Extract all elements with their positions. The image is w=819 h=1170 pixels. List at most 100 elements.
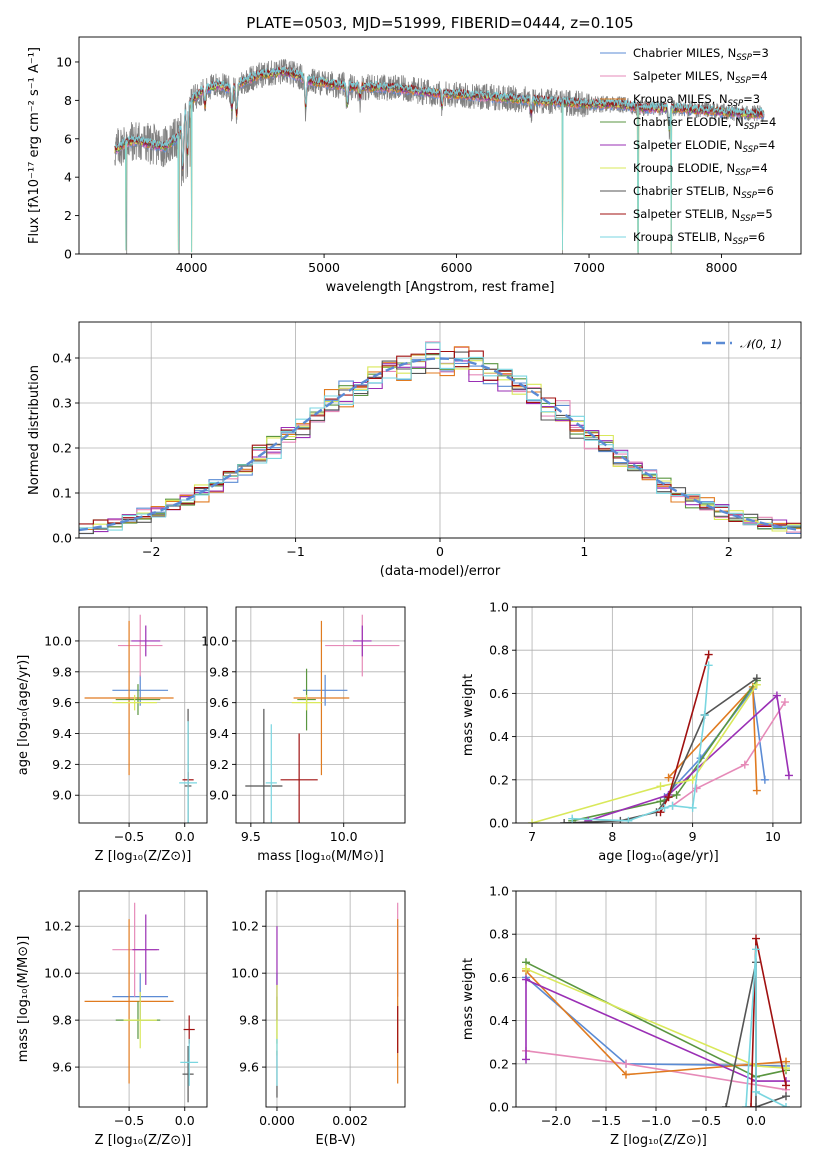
point-kroupa-stelib <box>752 945 760 954</box>
y-tick-label: 9.8 <box>239 1013 259 1028</box>
y-tick-label: 9.0 <box>52 788 72 803</box>
point-kroupa-miles <box>752 786 761 795</box>
y-tick-label: 0.6 <box>489 970 509 985</box>
point-salpeter-miles <box>622 1059 630 1068</box>
plot-area <box>79 341 801 535</box>
point-chabrier-stelib <box>560 819 569 823</box>
x-tick-label: 0.000 <box>259 1113 295 1128</box>
point-kroupa-elodie <box>522 964 530 973</box>
x-tick-label: −0.5 <box>691 1113 721 1128</box>
spectrum-legend: Chabrier MILES, NSSP=3 Salpeter MILES, NS… <box>600 46 776 247</box>
errorbar-salpeter-elodie <box>132 914 160 985</box>
y-axis-label: mass [log₁₀(M/M⊙)] <box>16 936 31 1063</box>
point-kroupa-elodie <box>688 775 697 784</box>
point-kroupa-stelib <box>660 803 669 812</box>
x-axis-label: wavelength [Angstrom, rest frame] <box>326 280 555 295</box>
point-salpeter-stelib <box>747 1103 755 1107</box>
y-tick-label: 10.0 <box>231 966 259 981</box>
legend-entry-salpeter-elodie: Salpeter ELODIE, NSSP=4 <box>633 138 775 155</box>
y-tick-label: 0.0 <box>489 816 509 831</box>
point-salpeter-stelib <box>664 793 673 802</box>
legend-entry-kroupa-elodie: Kroupa ELODIE, NSSP=4 <box>633 161 768 178</box>
x-tick-label: 10.0 <box>330 829 358 844</box>
x-tick-label: 7 <box>528 829 536 844</box>
chart-residuals: −2 −1 0 1 2 0.0 0.1 0.2 0.3 0.4 (data-model)/error… <box>27 321 802 579</box>
errorbar-chabrier-stelib <box>245 708 283 823</box>
point-salpeter-miles <box>740 760 749 769</box>
y-tick-label: 10.2 <box>44 919 72 934</box>
y-tick-label: 9.4 <box>52 726 72 741</box>
series-kroupa-stelib <box>745 949 787 1107</box>
y-axis-label: Normed distribution <box>27 365 42 495</box>
axes-frame <box>265 890 406 1108</box>
y-tick-label: 9.0 <box>209 788 229 803</box>
y-tick-label: 0.0 <box>52 531 72 546</box>
y-tick-label: 0.4 <box>52 351 72 366</box>
histogram-kroupa-stelib <box>79 342 801 531</box>
y-tick-label: 0.2 <box>52 441 72 456</box>
y-tick-label: 10.2 <box>231 919 259 934</box>
point-salpeter-elodie <box>522 1055 530 1064</box>
y-tick-label: 9.4 <box>209 726 229 741</box>
plot-area <box>522 934 790 1107</box>
y-axis-label: mass weight <box>461 674 476 756</box>
point-kroupa-stelib <box>688 803 697 812</box>
x-tick-label: −0.5 <box>114 1113 144 1128</box>
chart-mass-weight-vs-Z: −2.0 −1.5 −1.0 −0.5 0.0 0.0 0.2 0.4 0.6 0.8 1.0 Z [… <box>461 884 802 1148</box>
y-tick-label: 0.3 <box>52 396 72 411</box>
y-tick-label: 0.4 <box>489 1013 509 1028</box>
point-kroupa-stelib <box>742 1103 750 1107</box>
y-tick-label: 10.0 <box>44 966 72 981</box>
errorbar-kroupa-elodie <box>123 991 157 1049</box>
errorbar-kroupa-stelib <box>179 721 197 823</box>
series-salpeter-miles <box>672 701 786 807</box>
x-tick-label: 7000 <box>573 260 605 275</box>
errorbar-salpeter-miles <box>117 614 163 677</box>
point-chabrier-miles <box>760 775 769 784</box>
x-tick-label: 8 <box>608 829 616 844</box>
y-tick-label: 9.8 <box>52 1013 72 1028</box>
plot-area <box>528 650 793 823</box>
y-tick-label: 10 <box>56 54 72 69</box>
point-chabrier-elodie <box>672 790 681 799</box>
y-tick-label: 0.6 <box>489 686 509 701</box>
chart-age-vs-Z: −0.5 0.0 9.0 9.2 9.4 9.6 9.8 10.0 Z [log₁₀(Z/Z⊙)… <box>16 606 208 864</box>
legend-entry-chabrier-miles: Chabrier MILES, NSSP=3 <box>633 46 769 63</box>
y-axis-label: mass weight <box>461 958 476 1040</box>
x-axis-label: Z [log₁₀(Z/Z⊙)] <box>95 1133 192 1148</box>
chart-spectrum: 4000 5000 6000 7000 8000 0 2 4 6 8 10 wavelength [A… <box>27 36 802 295</box>
x-axis-label: (data-model)/error <box>380 564 501 579</box>
x-axis-label: Z [log₁₀(Z/Z⊙)] <box>95 849 192 864</box>
errorbar-chabrier-stelib <box>182 1045 194 1103</box>
x-tick-label: −1 <box>286 544 304 559</box>
y-tick-label: 0 <box>64 247 72 262</box>
y-tick-label: 6 <box>64 131 72 146</box>
legend-entry-normal: 𝒩(0, 1) <box>740 337 782 351</box>
plot-area <box>84 902 199 1103</box>
x-tick-label: −0.5 <box>114 829 144 844</box>
plot-area <box>114 58 765 254</box>
point-salpeter-miles <box>780 698 789 707</box>
point-kroupa-elodie <box>656 782 665 791</box>
y-axis-label: Flux [fλ10⁻¹⁷ erg cm⁻² s⁻¹ A⁻¹] <box>27 47 42 244</box>
chart-mass-vs-Z: −0.5 0.0 9.6 9.8 10.0 10.2 Z [log₁₀(Z/Z⊙)] mass… <box>16 890 208 1148</box>
point-salpeter-elodie <box>522 975 530 984</box>
point-kroupa-stelib <box>624 816 633 823</box>
series-chabrier-stelib <box>564 677 758 823</box>
point-kroupa-elodie <box>528 819 537 823</box>
point-kroupa-elodie <box>782 1064 790 1073</box>
point-chabrier-elodie <box>656 797 665 806</box>
errorbar-kroupa-miles <box>84 919 174 1084</box>
point-kroupa-stelib <box>704 661 713 670</box>
point-kroupa-stelib <box>752 1087 760 1096</box>
y-tick-label: 0.4 <box>489 729 509 744</box>
point-chabrier-stelib <box>752 674 761 683</box>
x-tick-label: 9.5 <box>241 829 261 844</box>
y-tick-label: 9.6 <box>209 695 229 710</box>
x-tick-label: −1.5 <box>591 1113 621 1128</box>
plot-area <box>276 902 399 1098</box>
x-tick-label: 4000 <box>176 260 208 275</box>
plot-area <box>245 614 400 823</box>
normal-reference-curve <box>79 357 801 532</box>
